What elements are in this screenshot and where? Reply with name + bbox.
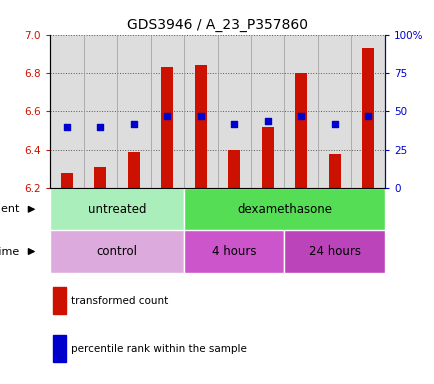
Text: untreated: untreated (88, 203, 146, 216)
Point (264, 118, 271, 124)
Bar (295, 73, 306, 188)
Point (197, 113, 204, 119)
Bar (250, 35, 284, 188)
Point (297, 113, 304, 119)
Bar (94, 167, 106, 188)
Point (63, 124, 70, 130)
Bar (328, 154, 340, 188)
Bar (317, 35, 351, 188)
Text: control: control (96, 245, 137, 258)
Point (364, 113, 371, 119)
Point (97, 124, 104, 130)
Text: 4 hours: 4 hours (211, 245, 256, 258)
Bar (184, 35, 217, 188)
Bar (53, 335, 66, 362)
Bar (83, 35, 117, 188)
Point (230, 121, 237, 127)
Text: time: time (0, 247, 20, 257)
Bar (128, 152, 139, 188)
Bar (150, 35, 184, 188)
Bar (351, 35, 384, 188)
Title: GDS3946 / A_23_P357860: GDS3946 / A_23_P357860 (127, 18, 307, 32)
Point (331, 121, 338, 127)
Bar (61, 173, 72, 188)
Bar (50, 230, 184, 273)
Bar (362, 48, 373, 188)
Text: transformed count: transformed count (71, 296, 168, 306)
Text: percentile rank within the sample: percentile rank within the sample (71, 344, 247, 354)
Bar (161, 67, 173, 188)
Point (130, 121, 137, 127)
Bar (184, 230, 284, 273)
Bar (50, 35, 83, 188)
Bar (217, 35, 250, 188)
Text: agent: agent (0, 204, 20, 214)
Bar (194, 65, 206, 188)
Bar (261, 127, 273, 188)
Point (164, 113, 171, 119)
Text: dexamethasone: dexamethasone (237, 203, 331, 216)
Bar (53, 287, 66, 314)
Bar (50, 188, 184, 230)
Bar (184, 188, 384, 230)
Bar (228, 150, 240, 188)
Text: 24 hours: 24 hours (308, 245, 360, 258)
Bar (284, 35, 317, 188)
Bar (117, 35, 150, 188)
Bar (284, 230, 384, 273)
